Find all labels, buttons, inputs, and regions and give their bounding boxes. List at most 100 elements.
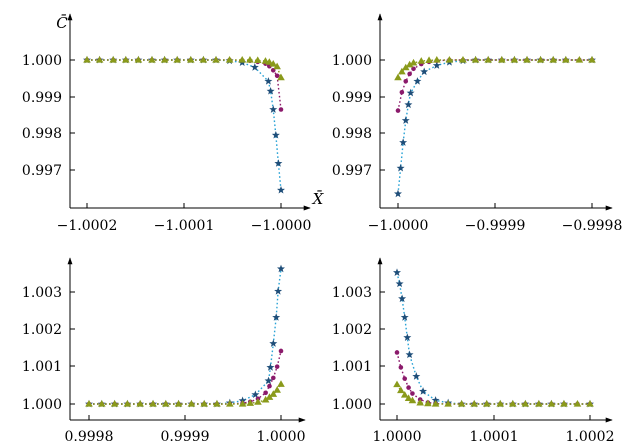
y-tick-label: 0.999 — [22, 90, 62, 106]
data-point-triangle — [433, 56, 441, 63]
data-point-triangle — [265, 58, 274, 65]
data-point-triangle — [562, 56, 570, 63]
series-line — [87, 59, 282, 78]
y-tick-label: 1.003 — [332, 285, 372, 301]
data-point-triangle — [95, 56, 104, 63]
data-point-triangle — [471, 56, 480, 63]
y-tick-label: 1.000 — [332, 53, 372, 69]
data-point-dot — [411, 66, 416, 72]
data-point-triangle — [549, 56, 557, 63]
data-point-triangle — [484, 56, 493, 63]
data-point-triangle — [238, 400, 247, 407]
data-point-triangle — [254, 398, 262, 405]
series-line — [397, 59, 592, 111]
y-tick-label: 1.002 — [332, 322, 372, 338]
data-point-star — [413, 77, 422, 85]
y-tick-label: 1.001 — [22, 359, 62, 375]
data-point-dot — [395, 108, 401, 113]
x-tick-label: 1.0002 — [566, 429, 615, 445]
data-point-triangle — [253, 56, 262, 63]
data-point-star — [419, 387, 428, 395]
data-point-triangle — [586, 400, 594, 407]
data-point-star — [271, 130, 280, 139]
data-point-triangle — [547, 400, 556, 407]
data-point-triangle — [497, 56, 506, 63]
data-point-triangle — [265, 393, 274, 400]
data-point-triangle — [535, 400, 543, 407]
data-point-triangle — [510, 56, 519, 63]
y-axis-title: C̄ — [56, 14, 68, 32]
data-point-triangle — [238, 56, 246, 63]
data-point-triangle — [160, 56, 169, 63]
y-tick-label: 0.999 — [332, 90, 372, 106]
data-point-triangle — [109, 56, 117, 63]
data-point-triangle — [199, 56, 208, 63]
data-point-star — [264, 376, 273, 385]
data-point-triangle — [394, 73, 402, 81]
x-axis-title: X̄ — [312, 190, 325, 208]
data-point-triangle — [162, 400, 170, 407]
data-point-triangle — [186, 56, 195, 63]
data-point-triangle — [409, 58, 418, 66]
series-line — [396, 384, 590, 405]
data-point-triangle — [122, 56, 130, 63]
data-point-dot — [406, 385, 411, 390]
data-point-triangle — [573, 400, 582, 407]
data-point-triangle — [246, 399, 255, 406]
data-point-star — [393, 268, 401, 276]
data-point-triangle — [97, 400, 106, 407]
series-star — [393, 268, 594, 408]
data-point-dot — [394, 350, 400, 355]
data-point-triangle — [575, 56, 584, 63]
x-tick-label: 0.9998 — [65, 429, 114, 445]
series-tri — [393, 380, 594, 407]
data-point-triangle — [398, 67, 406, 75]
data-point-triangle — [173, 56, 182, 63]
x-tick-label: −1.0001 — [154, 218, 215, 234]
data-point-triangle — [470, 400, 478, 407]
data-point-triangle — [482, 400, 491, 407]
data-point-star — [406, 88, 415, 97]
chart-bottom-right: 1.000 1.001 1.002 1.003 1.0000 1.0001 1.0002 — [332, 257, 615, 445]
x-tick-label: −0.9999 — [465, 218, 526, 234]
x-tick-label: −1.0000 — [368, 218, 429, 234]
data-point-dot — [407, 71, 412, 77]
data-point-star — [272, 313, 281, 321]
data-point-triangle — [225, 56, 234, 63]
data-point-star — [395, 279, 404, 288]
series-dot — [395, 57, 595, 113]
data-point-triangle — [457, 400, 466, 407]
data-point-triangle — [425, 56, 433, 63]
data-point-dot — [278, 107, 284, 112]
x-tick-label: 1.0000 — [257, 429, 306, 445]
data-point-dot — [402, 376, 408, 381]
x-tick-label: −1.0002 — [57, 218, 118, 234]
data-point-triangle — [445, 56, 454, 63]
y-tick-label: 1.003 — [22, 285, 62, 301]
data-point-dot — [410, 391, 415, 396]
series-star — [85, 264, 285, 408]
chart-bottom-left: 1.000 1.001 1.002 1.003 0.9998 0.9999 1.0000 — [22, 257, 306, 445]
data-point-dot — [278, 348, 284, 354]
data-point-triangle — [401, 63, 410, 71]
data-point-star — [412, 372, 421, 380]
data-point-star — [420, 67, 429, 76]
data-point-triangle — [560, 400, 568, 407]
series-tri — [394, 56, 596, 81]
series-tri — [83, 56, 285, 81]
data-point-triangle — [397, 386, 405, 394]
y-tick-label: 1.001 — [332, 359, 372, 375]
data-point-star — [266, 363, 275, 371]
data-point-triangle — [509, 400, 517, 407]
chart-top-left: 0.997 0.998 0.999 1.000 −1.0002 −1.0001 −1.000… — [22, 13, 325, 234]
data-point-triangle — [424, 399, 432, 407]
y-tick-label: 1.000 — [22, 397, 62, 413]
data-point-triangle — [134, 56, 143, 63]
data-point-triangle — [123, 400, 132, 407]
chart-top-right: 0.997 0.998 0.999 1.000 −1.0000 −0.9999 −0.999… — [332, 13, 622, 234]
data-point-triangle — [393, 380, 401, 388]
data-point-triangle — [85, 400, 93, 407]
data-point-triangle — [226, 400, 234, 407]
data-point-star — [277, 185, 285, 194]
data-point-triangle — [417, 57, 426, 64]
